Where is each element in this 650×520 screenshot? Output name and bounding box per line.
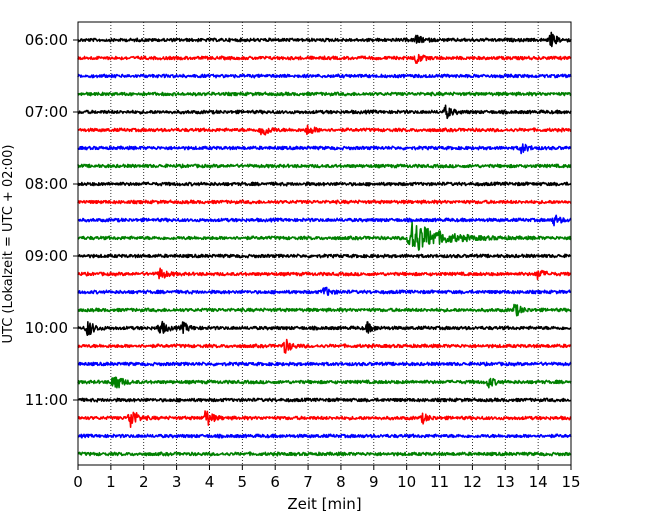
seismogram-trace [77, 361, 572, 367]
seismogram-trace [77, 163, 572, 169]
y-axis-ticks: 06:00 07:00 08:00 09:00 10:00 11:00 [25, 31, 78, 409]
seismogram-trace [77, 124, 572, 136]
y-tick-label: 06:00 [25, 31, 68, 49]
y-tick-label: 11:00 [25, 391, 68, 409]
seismogram-trace [77, 451, 572, 457]
seismogram-trace [77, 221, 572, 251]
seismogram-trace [77, 410, 572, 429]
x-tick-label: 5 [238, 473, 248, 491]
seismogram-trace [77, 91, 572, 97]
x-tick-label: 2 [139, 473, 149, 491]
x-tick-label: 12 [463, 473, 482, 491]
x-tick-label: 4 [205, 473, 215, 491]
plot-frame [77, 21, 572, 466]
seismogram-trace [77, 376, 572, 389]
x-tick-label: 10 [397, 473, 416, 491]
x-tick-label: 7 [303, 473, 313, 491]
seismogram-trace [77, 320, 572, 337]
seismogram-trace [77, 253, 572, 259]
seismogram-trace [77, 53, 572, 64]
y-tick-label: 10:00 [25, 319, 68, 337]
x-axis-ticks: 0 1 2 3 4 5 6 7 8 9 10 11 12 13 14 15 [73, 465, 581, 491]
seismogram-trace [77, 286, 572, 296]
trace-lines [77, 31, 572, 457]
y-axis-title: UTC (Lokalzeit = UTC + 02:00) [1, 145, 16, 344]
seismogram-trace [77, 214, 572, 227]
x-axis-title: Zeit [min] [287, 495, 361, 513]
seismogram-trace [77, 267, 572, 281]
x-tick-label: 9 [369, 473, 379, 491]
seismogram-trace [77, 338, 572, 354]
x-tick-label: 14 [529, 473, 548, 491]
y-tick-label: 09:00 [25, 247, 68, 265]
seismogram-trace [77, 143, 572, 155]
x-tick-label: 8 [336, 473, 346, 491]
seismogram-trace [77, 199, 572, 205]
x-tick-label: 6 [270, 473, 280, 491]
x-tick-label: 1 [106, 473, 116, 491]
seismogram-trace [77, 397, 572, 403]
grid-lines [110, 22, 539, 465]
seismogram-trace [77, 104, 572, 120]
seismogram-trace [77, 31, 572, 48]
x-tick-label: 13 [496, 473, 515, 491]
y-tick-label: 07:00 [25, 103, 68, 121]
y-tick-label: 08:00 [25, 175, 68, 193]
seismogram-trace [77, 73, 572, 79]
x-tick-label: 3 [172, 473, 182, 491]
seismogram-trace [77, 181, 572, 187]
x-tick-label: 0 [73, 473, 83, 491]
seismogram-trace [77, 433, 572, 439]
x-tick-label: 15 [561, 473, 580, 491]
seismogram-trace [77, 303, 572, 317]
x-tick-label: 11 [430, 473, 449, 491]
